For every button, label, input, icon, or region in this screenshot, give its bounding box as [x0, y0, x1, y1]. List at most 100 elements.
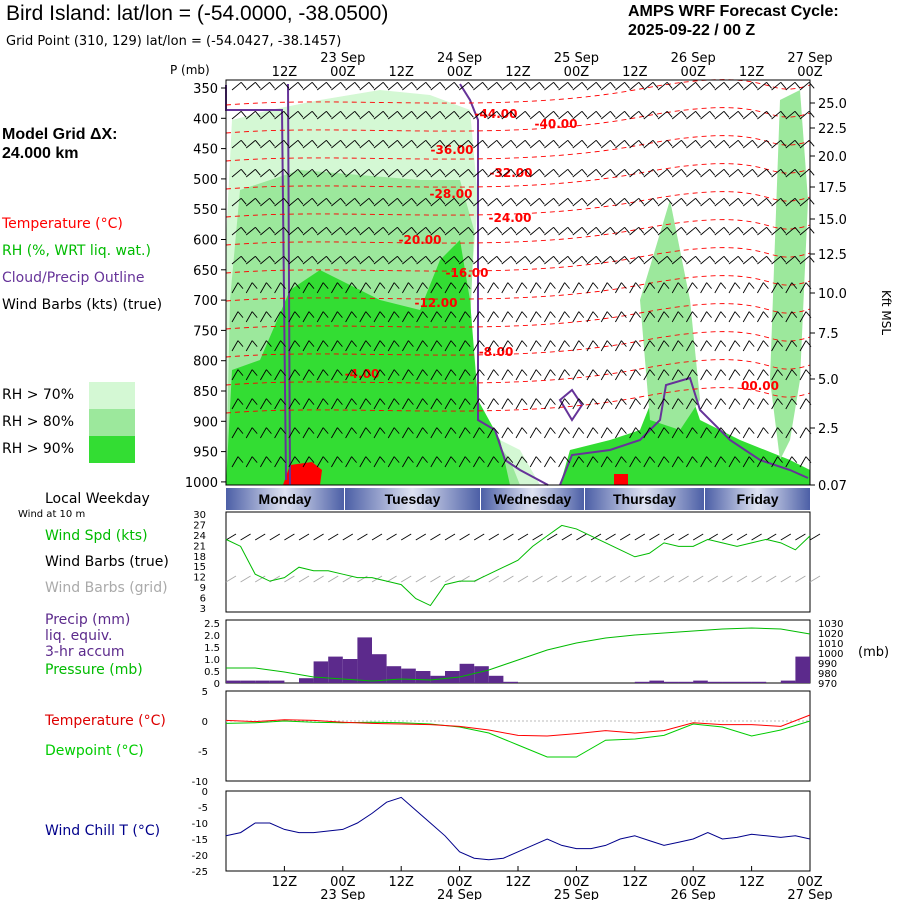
wind-barb-flag — [621, 282, 627, 289]
bottom-date-label: 24 Sep — [437, 888, 482, 900]
wind-barb-staff — [572, 340, 580, 352]
wind-barb-staff — [402, 427, 409, 439]
precip-bar — [226, 680, 241, 683]
model-grid-value: 24.000 km — [2, 145, 79, 162]
wind-barb-staff — [501, 110, 512, 120]
wind-barb-flag — [340, 168, 346, 176]
wind-barb-flag — [340, 255, 346, 263]
isotherm-line — [225, 275, 811, 302]
wind-barb-staff — [544, 340, 551, 352]
wind-barb-flag — [763, 311, 769, 318]
wind-barb-flag — [606, 340, 613, 347]
top-date-label: 26 Sep — [671, 51, 716, 66]
wind-barb-flag — [326, 226, 332, 234]
wind-barb-flag — [496, 168, 503, 176]
wind-barb-staff — [430, 197, 441, 207]
wind-barb-flag — [723, 197, 730, 205]
wind-barb-true — [269, 533, 281, 541]
wind-barb-flag — [794, 226, 801, 234]
wind-barb-flag — [521, 456, 528, 463]
wind-barb-staff — [700, 340, 707, 352]
wind-barb-flag — [464, 282, 471, 289]
wind-barb-staff — [387, 456, 395, 468]
wind-barb-flag — [777, 369, 783, 376]
wind-barb-flag — [240, 168, 247, 176]
wind-barb-flag — [393, 398, 400, 405]
wind-barb-flag — [393, 340, 400, 347]
wind-barb-staff — [260, 81, 270, 91]
wind-barb-flag — [311, 110, 318, 118]
wind-barb-flag — [308, 311, 315, 318]
wind-barb-staff — [416, 197, 427, 207]
wind-barb-flag — [610, 226, 616, 234]
wind-barb-flag — [624, 110, 630, 118]
top-hour-label: 00Z — [564, 65, 590, 80]
wind-barb-flag — [425, 226, 432, 234]
wind-barb-staff — [728, 398, 736, 410]
wind-barb-staff — [643, 427, 651, 439]
wind-barb-staff — [288, 255, 299, 265]
wind-barb-flag — [692, 282, 698, 289]
wind-barb-staff — [231, 168, 242, 178]
wind-barb-true — [780, 533, 792, 541]
wind-barb-flag — [649, 427, 656, 434]
wind-barb-staff — [373, 282, 381, 294]
wind-barb-staff — [771, 139, 782, 149]
wind-barb-flag — [524, 226, 531, 234]
wind-barb-staff — [757, 226, 767, 236]
wind-barb-staff — [600, 398, 608, 410]
wind-barb-flag — [734, 369, 741, 376]
pressure-tick-label: 750 — [193, 324, 218, 339]
wind-barb-flag — [535, 340, 542, 347]
wind-barb-flag — [681, 110, 687, 118]
wind-barb-staff — [501, 197, 512, 207]
wind-barb-flag — [308, 427, 315, 434]
wind-barb-flag — [507, 369, 514, 376]
wind-barb-flag — [496, 81, 503, 89]
wind-barb-flag — [524, 81, 531, 89]
wind-barb-true — [751, 533, 762, 541]
wind-barb-staff — [430, 398, 438, 410]
page-title: Bird Island: lat/lon = (-54.0000, -38.05… — [6, 2, 389, 25]
wind-barb-staff — [430, 427, 438, 439]
wind-barb-flag — [737, 226, 744, 234]
wind-barb-flag — [436, 311, 443, 318]
windchill-tick-label: -25 — [192, 867, 208, 878]
wind-barb-true — [298, 533, 310, 541]
wind-barb-staff — [402, 168, 412, 178]
wind-barb-flag — [251, 282, 258, 289]
wind-barb-staff — [771, 226, 782, 236]
wind-barb-flag — [595, 81, 602, 89]
wind-barb-staff — [529, 282, 537, 294]
wind-barb-flag — [564, 398, 570, 405]
wind-barb-staff — [742, 282, 750, 294]
wind-barb-flag — [595, 110, 602, 118]
wind-barb-staff — [785, 398, 793, 410]
wind-barb-flag — [408, 398, 414, 405]
wind-barb-staff — [728, 168, 739, 178]
wind-barb-flag — [255, 255, 261, 263]
wind-barb-flag — [624, 168, 630, 176]
wind-barb-flag — [326, 139, 332, 147]
wind-barb-staff — [529, 110, 540, 120]
wind-barb-true — [692, 533, 704, 541]
wind-barb-staff — [416, 255, 427, 265]
weekday-tuesday: Tuesday — [345, 488, 480, 510]
wind-barb-grid — [430, 575, 441, 583]
wind-barb-staff — [402, 255, 412, 265]
wind-barb-staff — [387, 427, 395, 439]
wind-barb-flag — [280, 456, 286, 463]
wind-barb-flag — [737, 139, 744, 147]
wind-barb-grid — [605, 575, 616, 583]
wind-barb-flag — [479, 340, 485, 347]
wind-barb-staff — [487, 456, 494, 468]
wind-barb-flag — [493, 369, 499, 376]
wind-barb-staff — [757, 456, 764, 468]
wind-barb-flag — [368, 168, 375, 176]
wind-barb-staff — [686, 197, 696, 207]
wind-barb-staff — [416, 139, 427, 149]
wind-barb-staff — [231, 369, 239, 381]
wind-barb-flag — [322, 340, 329, 347]
grid-point-subtitle: Grid Point (310, 129) lat/lon = (-54.042… — [6, 34, 342, 49]
wind-barb-staff — [529, 427, 537, 439]
